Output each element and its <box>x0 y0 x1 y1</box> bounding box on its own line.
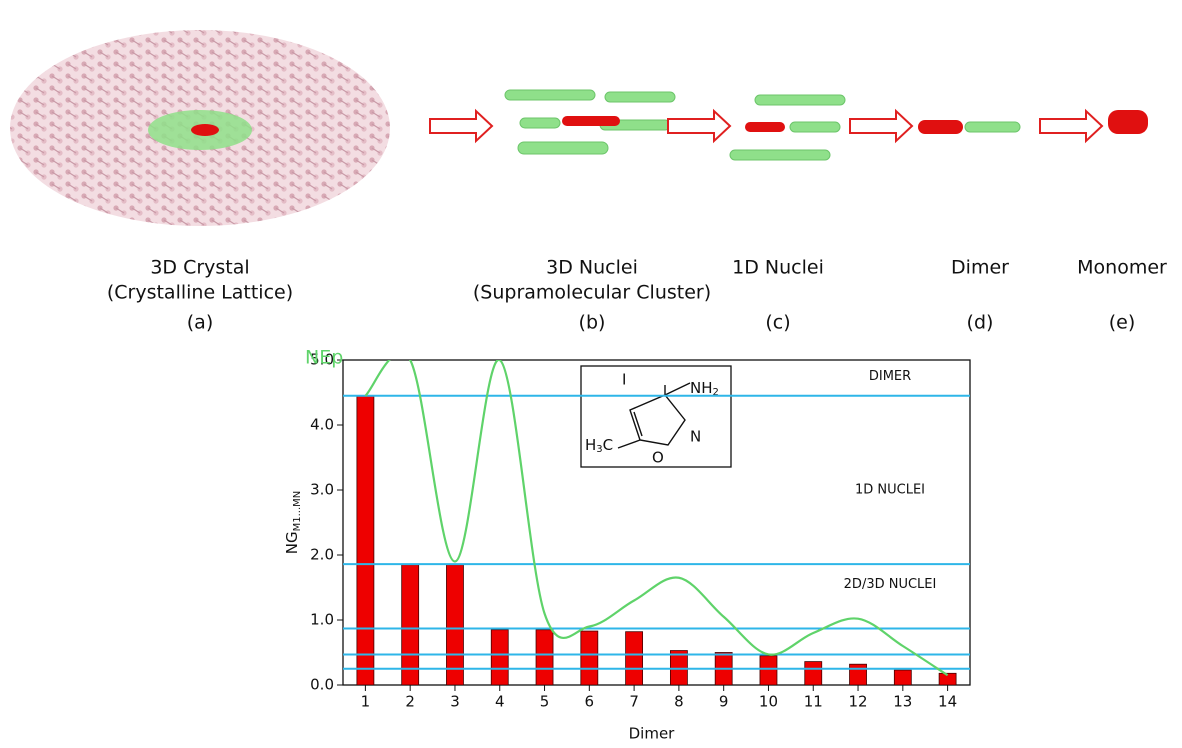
panel-tag: (d) <box>967 312 994 334</box>
x-tick-label: 14 <box>938 693 957 711</box>
plot-area <box>342 359 971 686</box>
region-label: 2D/3D NUCLEI <box>844 577 937 592</box>
atom-label: NH2 <box>690 379 719 399</box>
region-label: DIMER <box>869 369 911 384</box>
x-tick-label: 3 <box>450 693 460 711</box>
panel-tag: (a) <box>187 312 213 334</box>
atom-label: H3C <box>585 436 613 456</box>
bar <box>490 629 509 685</box>
bar <box>938 672 957 685</box>
panel-title: Dimer <box>951 257 1009 279</box>
x-tick-label: 8 <box>674 693 684 711</box>
x-tick-label: 12 <box>848 693 867 711</box>
y-tick-label: 0.0 <box>310 676 334 694</box>
y-tick-label: 2.0 <box>310 546 334 564</box>
bar <box>401 564 420 685</box>
bar <box>446 564 464 685</box>
region-label: 1D NUCLEI <box>855 483 925 498</box>
panel-tag: (b) <box>579 312 606 334</box>
panel-title: 3D Nuclei <box>546 257 638 279</box>
panel-tag: (c) <box>765 312 790 334</box>
legend-label: NEp <box>305 347 343 369</box>
bar <box>849 663 867 685</box>
y-axis-label: NGM1...MN <box>283 491 304 555</box>
atom-label: O <box>652 449 664 467</box>
bar <box>804 661 823 685</box>
x-tick-label: 11 <box>804 693 823 711</box>
y-axis-label-main: NG <box>283 531 301 554</box>
panel-title: 1D Nuclei <box>732 257 824 279</box>
panel-subtitle: (Crystalline Lattice) <box>107 282 293 304</box>
x-tick-label: 6 <box>585 693 595 711</box>
bar <box>535 629 554 685</box>
x-tick-label: 10 <box>759 693 778 711</box>
x-tick-label: 7 <box>629 693 639 711</box>
inset: I NH2 H3C N O <box>580 365 732 468</box>
x-tick-label: 9 <box>719 693 729 711</box>
x-tick-label: 4 <box>495 693 505 711</box>
y-axis-label-sub: M1...MN <box>292 491 303 532</box>
curve <box>364 360 949 677</box>
bar <box>625 631 644 685</box>
panel-title: 3D Crystal <box>150 257 249 279</box>
y-tick-label: 1.0 <box>310 611 334 629</box>
atom-label: I <box>622 371 626 389</box>
plot <box>343 360 970 685</box>
x-tick-label: 2 <box>405 693 415 711</box>
illustrations <box>10 30 1148 226</box>
x-axis-label: Dimer <box>629 725 676 743</box>
y-tick-label: 3.0 <box>310 481 334 499</box>
bar <box>356 395 375 685</box>
bar <box>580 630 599 685</box>
atom-label: N <box>690 428 701 446</box>
panel-tag: (e) <box>1109 312 1136 334</box>
bar <box>759 655 778 685</box>
panel-title: Monomer <box>1077 257 1167 279</box>
x-tick-label: 5 <box>540 693 550 711</box>
x-tick-label: 13 <box>893 693 912 711</box>
y-tick-label: 5.0 <box>310 351 334 369</box>
x-tick-label: 1 <box>361 693 371 711</box>
panel-subtitle: (Supramolecular Cluster) <box>473 282 711 304</box>
y-tick-label: 4.0 <box>310 416 334 434</box>
bar <box>893 669 912 685</box>
